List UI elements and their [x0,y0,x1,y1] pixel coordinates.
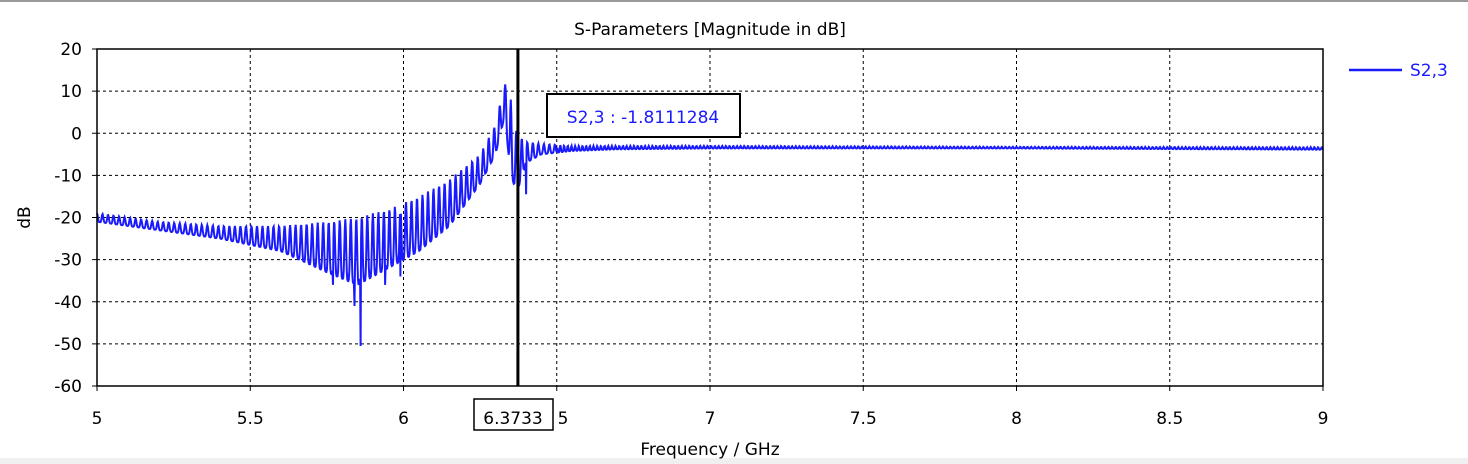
chart-title: S-Parameters [Magnitude in dB] [574,20,846,40]
y-tick-label: -50 [54,335,82,355]
y-tick-label: -40 [54,293,82,313]
frame-bottom-strip [0,458,1468,464]
x-tick-label: 5.5 [237,409,264,429]
marker-value-label: S2,3 : -1.8111284 [567,108,719,128]
y-tick-label: 10 [60,82,82,102]
x-tick-label: 6 [398,409,409,429]
y-tick-label: -20 [54,209,82,229]
y-tick-label: -60 [54,377,82,397]
y-tick-label: 20 [60,40,82,60]
x-tick-label: 8.5 [1156,409,1183,429]
x-tick-label: 9 [1318,409,1329,429]
marker-value-box [546,93,741,138]
y-axis-label: dB [15,206,35,228]
cursor-x-box [473,398,554,431]
x-tick-label-partial: 5 [558,409,569,429]
x-tick-label: 8 [1011,409,1022,429]
y-tick-label: -10 [54,166,82,186]
y-tick-label: -30 [54,251,82,271]
x-tick-label: 7 [705,409,716,429]
legend-label-s23: S2,3 [1410,61,1448,81]
cursor-x-value: 6.3733 [483,409,542,429]
x-tick-label: 7.5 [850,409,877,429]
x-axis-label: Frequency / GHz [640,440,779,460]
x-tick-label: 5 [92,409,103,429]
series-line-s23 [96,84,1324,347]
y-tick-label: 0 [71,124,82,144]
